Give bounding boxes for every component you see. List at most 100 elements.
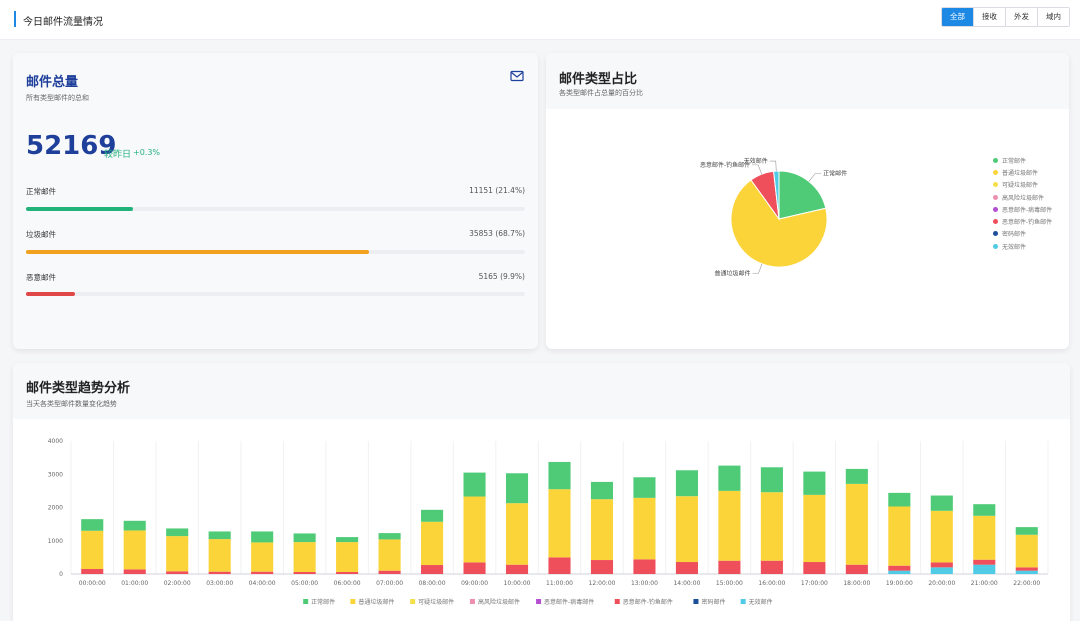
bar-segment[interactable] — [973, 504, 996, 516]
bar-segment[interactable] — [208, 571, 231, 574]
pie-legend-item[interactable]: 恶意邮件-钓鱼邮件 — [993, 215, 1052, 227]
pie-slice[interactable] — [773, 170, 780, 220]
bar-segment[interactable] — [633, 497, 656, 560]
bar-segment[interactable] — [505, 564, 529, 574]
bar-segment[interactable] — [166, 571, 189, 574]
bar-segment[interactable] — [166, 528, 189, 537]
bar-segment[interactable] — [1015, 567, 1038, 571]
bar-segment[interactable] — [1015, 527, 1038, 535]
trend-legend-item[interactable]: 无效邮件 — [749, 598, 773, 606]
bar-segment[interactable] — [81, 569, 104, 574]
bar-segment[interactable] — [548, 489, 571, 558]
bar-segment[interactable] — [251, 571, 274, 574]
bar-segment[interactable] — [633, 559, 656, 574]
pie-legend-item[interactable]: 普通垃圾邮件 — [993, 166, 1052, 178]
bar-segment[interactable] — [718, 560, 741, 574]
pie-legend-item[interactable]: 恶意邮件-病毒邮件 — [993, 203, 1052, 215]
pie-legend-item[interactable]: 无效邮件 — [993, 240, 1052, 252]
trend-legend-item[interactable]: 高风险垃圾邮件 — [478, 598, 520, 606]
bar-segment[interactable] — [718, 490, 741, 561]
bar-segment[interactable] — [293, 572, 316, 574]
bar-segment[interactable] — [505, 473, 529, 504]
bar-segment[interactable] — [421, 509, 444, 522]
bar-segment[interactable] — [463, 496, 486, 563]
bar-segment[interactable] — [590, 499, 614, 561]
trend-legend-item[interactable]: 恶意邮件-病毒邮件 — [544, 598, 594, 606]
bar-segment[interactable] — [930, 510, 953, 563]
bar-segment[interactable] — [251, 531, 274, 543]
bar-segment[interactable] — [251, 542, 274, 572]
bar-segment[interactable] — [675, 562, 698, 574]
bar-segment[interactable] — [718, 465, 741, 491]
pie-legend-item[interactable]: 可疑垃圾邮件 — [993, 179, 1052, 191]
bar-segment[interactable] — [1015, 570, 1038, 574]
bar-segment[interactable] — [421, 521, 444, 566]
bar-segment[interactable] — [378, 539, 401, 571]
bar-segment[interactable] — [973, 515, 996, 560]
bar-segment[interactable] — [760, 560, 783, 574]
total-card-subtitle: 所有类型邮件的总和 — [26, 94, 89, 102]
bar-segment[interactable] — [548, 557, 571, 574]
bar-segment[interactable] — [845, 564, 868, 574]
bar-segment[interactable] — [930, 495, 953, 511]
bar-segment[interactable] — [888, 492, 911, 507]
bar-segment[interactable] — [930, 567, 953, 574]
bar-segment[interactable] — [378, 570, 401, 574]
bar-segment[interactable] — [1015, 534, 1038, 568]
bar-segment[interactable] — [760, 492, 783, 561]
bar-segment[interactable] — [293, 542, 316, 573]
pie-legend-item[interactable]: 密码邮件 — [993, 228, 1052, 240]
bar-segment[interactable] — [505, 503, 529, 565]
bar-segment[interactable] — [803, 471, 826, 495]
trend-legend-item[interactable]: 可疑垃圾邮件 — [418, 598, 454, 606]
tab-inbound[interactable]: 接收 — [973, 8, 1005, 26]
bar-segment[interactable] — [675, 470, 698, 497]
bar-segment[interactable] — [973, 564, 996, 574]
bar-segment[interactable] — [930, 562, 953, 568]
bar-segment[interactable] — [845, 483, 868, 565]
bar-segment[interactable] — [548, 461, 571, 490]
trend-legend-item[interactable]: 密码邮件 — [701, 598, 725, 606]
tab-all[interactable]: 全部 — [942, 8, 973, 26]
bar-segment[interactable] — [336, 572, 359, 574]
bar-segment[interactable] — [123, 569, 146, 574]
x-tick-label: 02:00:00 — [164, 580, 191, 587]
bar-segment[interactable] — [336, 542, 359, 573]
bar-segment[interactable] — [463, 472, 486, 497]
bar-segment[interactable] — [888, 565, 911, 571]
bar-segment[interactable] — [421, 565, 444, 574]
bar-segment[interactable] — [81, 519, 104, 531]
bar-segment[interactable] — [123, 520, 146, 531]
total-mail-card: 邮件总量 所有类型邮件的总和 52169 较昨日 +0.3% 正常邮件 1115… — [13, 53, 538, 349]
bar-segment[interactable] — [675, 496, 698, 563]
bar-segment[interactable] — [888, 570, 911, 574]
bar-segment[interactable] — [803, 494, 826, 563]
tab-internal[interactable]: 域内 — [1037, 8, 1069, 26]
bar-segment[interactable] — [208, 531, 231, 540]
bar-segment[interactable] — [208, 539, 231, 572]
bar-segment[interactable] — [81, 530, 104, 570]
bar-segment[interactable] — [760, 467, 783, 493]
bar-segment[interactable] — [845, 468, 868, 484]
bar-segment[interactable] — [336, 537, 359, 543]
x-tick-label: 09:00:00 — [461, 580, 488, 587]
bar-segment[interactable] — [378, 533, 401, 540]
pie-slice[interactable] — [778, 170, 827, 220]
bar-segment[interactable] — [463, 562, 486, 574]
trend-legend-item[interactable]: 正常邮件 — [311, 598, 335, 606]
bar-segment[interactable] — [590, 560, 614, 574]
pie-legend-item[interactable]: 高风险垃圾邮件 — [993, 191, 1052, 203]
bar-segment[interactable] — [888, 506, 911, 566]
bar-segment[interactable] — [590, 481, 614, 500]
tab-outbound[interactable]: 外发 — [1005, 8, 1037, 26]
bar-segment[interactable] — [123, 530, 146, 570]
bar-segment[interactable] — [803, 562, 826, 574]
bar-segment[interactable] — [293, 533, 316, 543]
bar-segment[interactable] — [633, 477, 656, 498]
bar-segment[interactable] — [973, 559, 996, 565]
trend-legend-item[interactable]: 恶意邮件-钓鱼邮件 — [623, 598, 673, 606]
bar-segment[interactable] — [166, 536, 189, 572]
pie-legend-item[interactable]: 正常邮件 — [993, 154, 1052, 166]
trend-legend-item[interactable]: 普通垃圾邮件 — [358, 598, 394, 606]
